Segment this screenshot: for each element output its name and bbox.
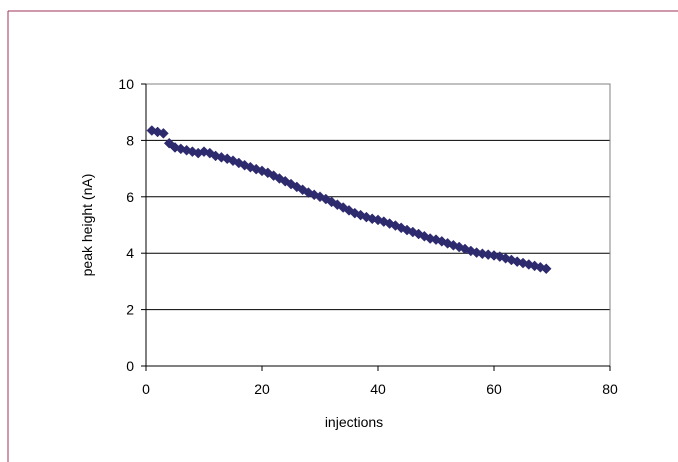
data-point xyxy=(506,254,517,266)
y-tick-label: 0 xyxy=(126,358,134,374)
data-series xyxy=(146,125,552,275)
y-tick-label: 8 xyxy=(126,132,134,148)
y-tick-label: 6 xyxy=(126,189,134,205)
y-tick-label: 2 xyxy=(126,302,134,318)
x-axis: 0 20 40 60 80 xyxy=(142,365,618,397)
x-axis-title: injections xyxy=(325,414,383,430)
x-tick-label: 0 xyxy=(142,381,150,397)
y-axis-title: peak height (nA) xyxy=(79,174,95,277)
x-tick-label: 20 xyxy=(254,381,270,397)
gridlines xyxy=(146,139,610,311)
x-tick-label: 40 xyxy=(370,381,386,397)
y-tick-label: 4 xyxy=(126,245,134,261)
x-tick-label: 80 xyxy=(602,381,618,397)
x-tick-label: 60 xyxy=(486,381,502,397)
y-axis: 0 2 4 6 8 10 xyxy=(118,76,147,374)
data-point xyxy=(540,263,552,275)
data-point xyxy=(158,127,169,139)
y-tick-label: 10 xyxy=(118,76,134,92)
